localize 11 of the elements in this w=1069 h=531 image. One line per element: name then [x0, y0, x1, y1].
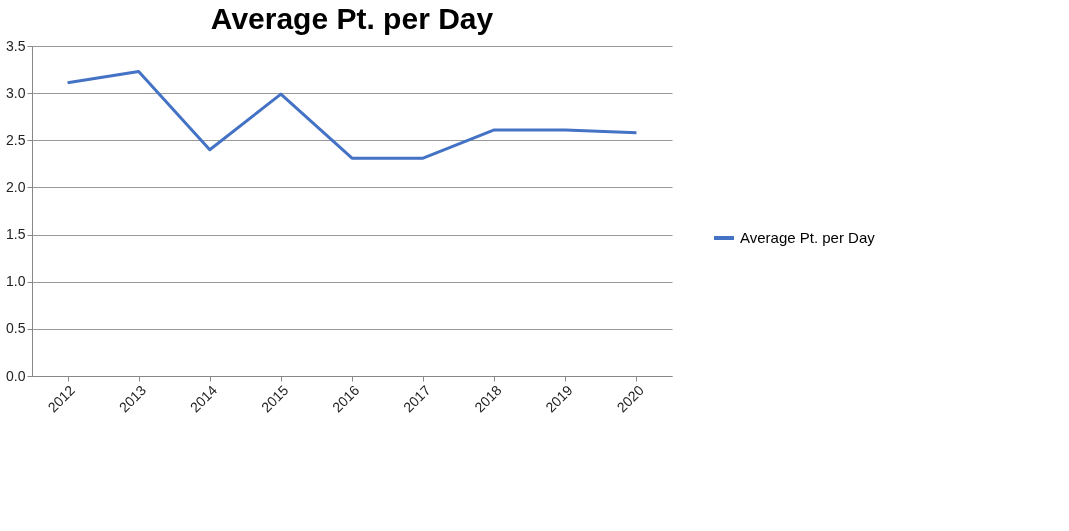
y-tick-label: 0.5: [6, 320, 26, 337]
y-tick-label: 0.0: [6, 367, 26, 384]
y-tick-label: 1.0: [6, 273, 26, 290]
y-tick-label: 2.5: [6, 131, 26, 148]
chart-title: Average Pt. per Day: [210, 2, 494, 35]
legend-label: Average Pt. per Day: [740, 229, 876, 246]
y-tick-label: 1.5: [6, 226, 26, 243]
y-tick-label: 3.5: [6, 37, 26, 54]
y-tick-label: 2.0: [6, 178, 26, 195]
y-tick-label: 3.0: [6, 84, 26, 101]
line-series: [66, 69, 638, 160]
